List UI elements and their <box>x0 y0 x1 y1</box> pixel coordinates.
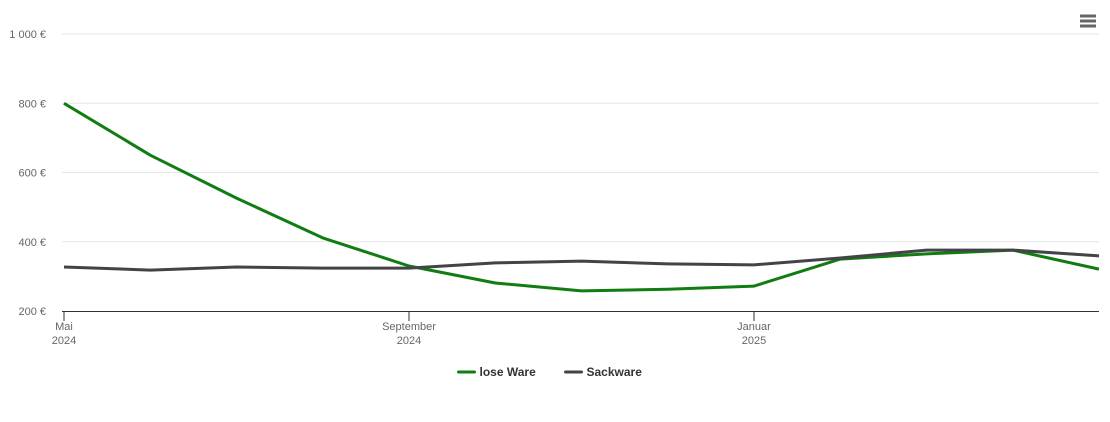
legend-label: lose Ware <box>480 365 537 379</box>
x-tick-label-line: 2025 <box>742 335 766 347</box>
x-tick-label-line: 2024 <box>397 335 421 347</box>
y-tick-label: 600 € <box>18 168 46 180</box>
x-tick-label-line: Januar <box>737 321 771 333</box>
x-tick-label-line: Mai <box>55 321 73 333</box>
y-tick-label: 400 € <box>18 237 46 249</box>
x-tick-label-line: September <box>382 321 436 333</box>
x-tick-label: Mai 2024 <box>52 321 76 347</box>
x-tick-label: September 2024 <box>382 321 436 347</box>
legend-item[interactable]: lose Ware <box>457 365 537 379</box>
series-line <box>63 102 1100 293</box>
menu-button[interactable] <box>1078 12 1098 32</box>
series-line <box>63 248 1100 272</box>
legend-item[interactable]: Sackware <box>564 365 643 379</box>
x-tick-label: Januar 2025 <box>737 321 771 347</box>
x-tick-label-line: 2024 <box>52 335 76 347</box>
y-tick-label: 200 € <box>18 306 46 318</box>
legend: lose Ware Sackware <box>457 365 643 379</box>
y-tick-label: 1 000 € <box>9 29 46 41</box>
legend-label: Sackware <box>587 365 643 379</box>
y-tick-label: 800 € <box>18 98 46 110</box>
